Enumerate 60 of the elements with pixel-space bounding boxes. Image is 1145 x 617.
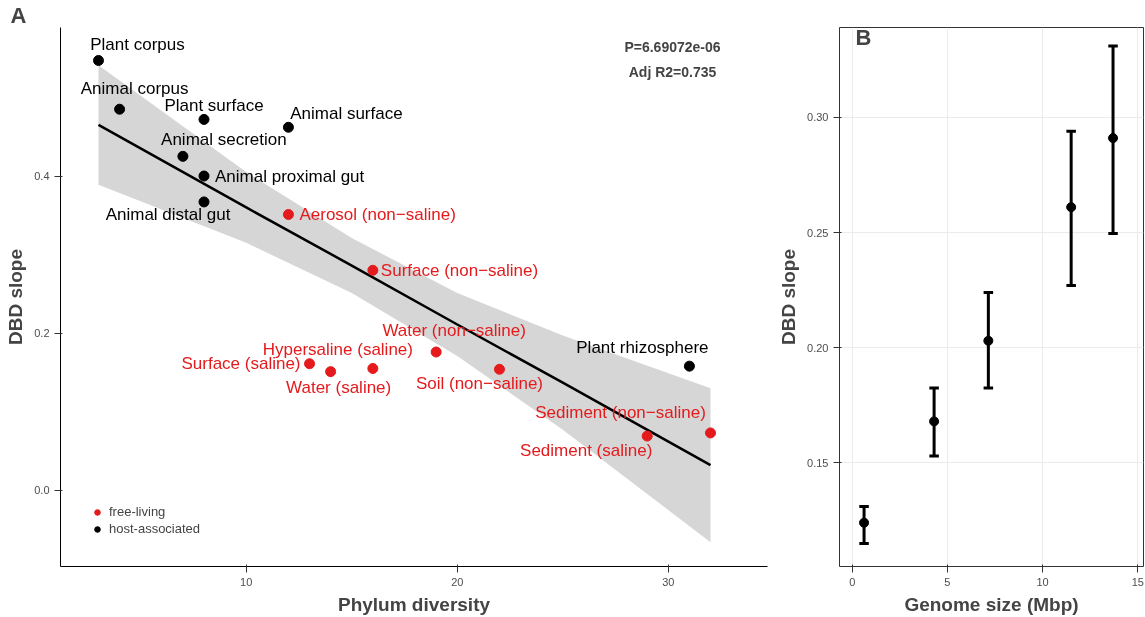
- point: [1108, 133, 1119, 144]
- legend-label: free-living: [109, 504, 166, 519]
- annotation: Plant surface: [164, 95, 264, 115]
- point: [304, 358, 316, 370]
- x-tick-label: 20: [451, 575, 464, 588]
- y-tick-label: 0.2: [34, 327, 50, 340]
- point: [705, 427, 717, 439]
- chart-title: B: [855, 24, 872, 50]
- point: [198, 113, 210, 125]
- annotation: Water (saline): [286, 378, 392, 398]
- point: [983, 335, 994, 346]
- annotation: P=6.69072e-06: [624, 38, 721, 55]
- point: [367, 363, 379, 374]
- point: [641, 430, 653, 442]
- point: [367, 264, 379, 276]
- annotation: Adj R2=0.735: [628, 63, 717, 80]
- y-tick-label: 0.30: [807, 111, 829, 124]
- x-tick-label: 10: [1036, 575, 1049, 588]
- y-tick-label: 0.20: [807, 341, 829, 354]
- y-tick-label: 0.25: [807, 226, 829, 239]
- x-tick-label: 15: [1131, 575, 1144, 588]
- point: [282, 121, 294, 133]
- y-tick-label: 0.15: [807, 456, 829, 469]
- point: [430, 346, 442, 358]
- y-tick-label: 0.0: [34, 484, 50, 497]
- annotation: Surface (non−saline): [380, 260, 539, 280]
- x-tick-label: 10: [240, 575, 253, 588]
- annotation: Animal surface: [290, 103, 403, 123]
- annotation: Sediment (saline): [520, 440, 653, 460]
- x-axis-title: Phylum diversity: [337, 593, 491, 615]
- annotation: Soil (non−saline): [415, 373, 544, 393]
- x-tick-label: 0: [849, 575, 856, 588]
- point: [859, 517, 870, 528]
- point: [198, 170, 210, 182]
- line-series: [97, 123, 712, 467]
- annotation: Animal secretion: [161, 129, 287, 149]
- point: [282, 209, 294, 220]
- annotation: Plant rhizosphere: [576, 337, 709, 357]
- point: [493, 363, 505, 375]
- point: [114, 103, 126, 115]
- y-axis-title: DBD slope: [778, 248, 800, 346]
- annotation: Aerosol (non−saline): [299, 205, 456, 224]
- x-tick-label: 5: [944, 575, 951, 588]
- annotation: Plant corpus: [90, 35, 185, 54]
- x-tick-label: 30: [662, 575, 675, 588]
- annotation: Animal proximal gut: [215, 166, 365, 186]
- point: [683, 360, 695, 372]
- legend-label: host-associated: [109, 521, 201, 536]
- point: [198, 196, 210, 208]
- point: [92, 55, 104, 66]
- point: [177, 150, 189, 162]
- annotation: Animal corpus: [80, 78, 189, 98]
- point: [929, 416, 940, 427]
- y-tick-label: 0.4: [34, 170, 50, 182]
- x-axis-title: Genome size (Mbp): [904, 593, 1079, 615]
- chart-title: A: [10, 2, 27, 28]
- point: [325, 366, 337, 378]
- point: [1066, 202, 1077, 213]
- annotation: Animal distal gut: [105, 205, 231, 225]
- y-axis-title: DBD slope: [5, 248, 27, 346]
